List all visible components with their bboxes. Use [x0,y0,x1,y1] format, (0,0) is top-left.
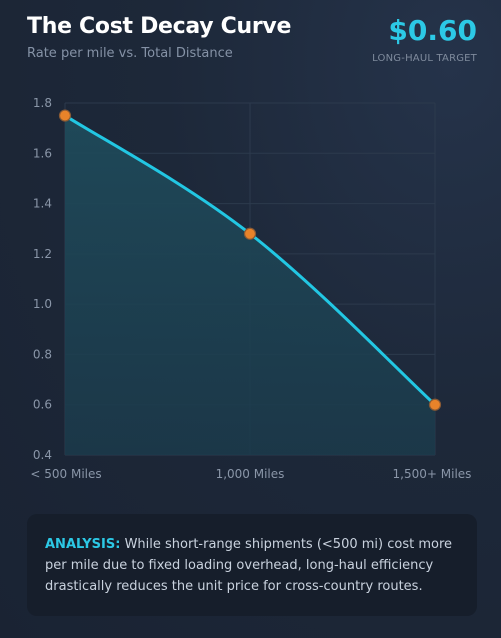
x-axis-tick-labels: < 500 Miles 1,000 Miles 1,500+ Miles [30,467,471,481]
y-tick-label: 1.4 [33,197,52,211]
analysis-text: While short-range shipments (<500 mi) co… [45,537,453,594]
x-tick-label: < 500 Miles [30,467,101,481]
x-tick-label: 1,000 Miles [216,467,285,481]
y-tick-label: 0.8 [33,347,52,361]
y-tick-label: 1.8 [33,96,52,110]
y-tick-label: 1.2 [33,247,52,261]
y-tick-label: 1.6 [33,146,52,160]
data-points [58,109,442,411]
y-tick-label: 0.6 [33,398,52,412]
y-tick-label: 1.0 [33,297,52,311]
data-point [58,109,72,122]
target-metric-value: $0.60 [388,14,477,47]
target-metric-label: LONG-HAUL TARGET [372,53,477,64]
chart-title: The Cost Decay Curve [27,14,292,39]
y-tick-label: 0.4 [33,448,52,462]
data-point [428,398,442,411]
area-fill [65,115,435,456]
cost-decay-chart: 1.8 1.6 1.4 1.2 1.0 0.8 0.6 0.4 < 500 Miles 1,00… [30,96,471,481]
chart-subtitle: Rate per mile vs. Total Distance [27,46,233,61]
analysis-box: ANALYSIS: While short-range shipments (<… [27,514,477,616]
y-axis-tick-labels: 1.8 1.6 1.4 1.2 1.0 0.8 0.6 0.4 [33,96,52,462]
x-tick-label: 1,500+ Miles [393,467,472,481]
data-point [243,227,257,240]
analysis-label: ANALYSIS: [45,537,121,552]
